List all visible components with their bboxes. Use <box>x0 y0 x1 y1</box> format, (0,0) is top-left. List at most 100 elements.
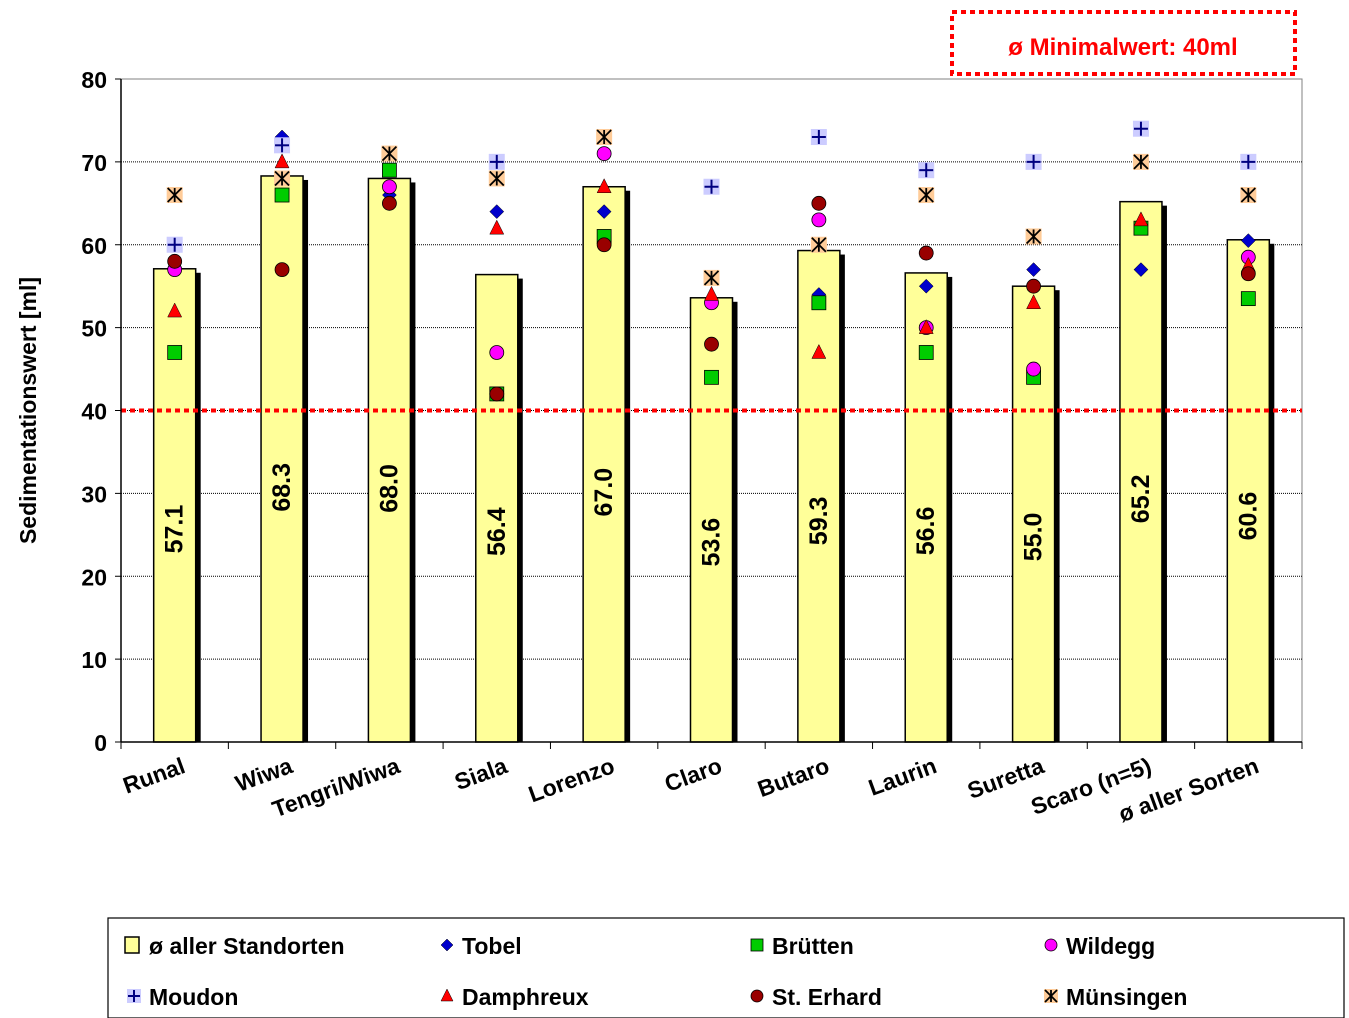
marker-st-erhard <box>489 386 505 402</box>
marker-m-nsingen <box>703 269 720 286</box>
marker-m-nsingen <box>810 236 827 253</box>
legend-label: St. Erhard <box>772 984 882 1010</box>
bar <box>582 185 626 743</box>
y-axis-title: Sedimentationswert [ml] <box>15 277 41 544</box>
bar <box>1119 200 1163 743</box>
legend-item: Moudon <box>127 984 238 1010</box>
legend-marker <box>750 989 764 1003</box>
x-tick-label: Lorenzo <box>525 752 618 807</box>
annotation-text: ø Minimalwert: 40ml <box>1008 34 1237 61</box>
marker-damphreux <box>489 219 505 235</box>
bar-value-label: 68.3 <box>268 463 296 512</box>
marker-m-nsingen <box>1025 228 1042 245</box>
bar-value-label: 65.2 <box>1127 475 1155 524</box>
marker-wildegg <box>596 146 612 161</box>
legend-marker <box>1044 989 1058 1003</box>
marker-moudon <box>703 178 720 195</box>
y-tick-label: 30 <box>81 481 107 507</box>
marker-br-tten <box>918 345 934 360</box>
legend-item: Tobel <box>440 933 522 959</box>
marker-damphreux <box>918 319 934 334</box>
legend-marker <box>440 988 454 1002</box>
bar <box>797 249 841 743</box>
marker-br-tten <box>167 345 183 360</box>
legend-marker <box>127 989 141 1003</box>
x-tick-label: Laurin <box>865 752 940 800</box>
y-tick-label: 60 <box>81 233 107 259</box>
marker-st-erhard <box>918 245 934 261</box>
marker-moudon <box>918 162 935 179</box>
marker-st-erhard <box>704 336 719 352</box>
y-tick-label: 50 <box>81 316 107 342</box>
legend-item: St. Erhard <box>750 984 882 1010</box>
marker-m-nsingen <box>274 170 291 187</box>
legend-label: Münsingen <box>1066 984 1187 1010</box>
x-tick-label: Siala <box>451 752 511 795</box>
bar <box>1226 239 1271 743</box>
marker-damphreux <box>274 153 290 169</box>
marker-br-tten <box>382 162 397 178</box>
marker-damphreux <box>596 178 612 193</box>
legend-item: Wildegg <box>1044 933 1155 959</box>
marker-damphreux <box>167 302 183 318</box>
marker-st-erhard <box>274 262 290 278</box>
marker-moudon <box>810 129 827 146</box>
y-tick-label: 0 <box>94 730 107 756</box>
marker-br-tten <box>274 187 290 203</box>
x-tick-label: Wiwa <box>232 752 296 797</box>
bar-value-label: 56.6 <box>912 507 940 556</box>
marker-m-nsingen <box>488 170 505 187</box>
legend-label: Moudon <box>149 984 238 1010</box>
marker-st-erhard <box>811 195 827 211</box>
legend-item: Brütten <box>750 933 854 959</box>
marker-m-nsingen <box>1240 187 1257 204</box>
legend-swatch <box>124 936 140 954</box>
x-tick-label: Claro <box>661 752 725 797</box>
marker-damphreux <box>704 285 719 301</box>
marker-st-erhard <box>382 195 397 211</box>
bar-value-label: 60.6 <box>1234 492 1262 541</box>
marker-m-nsingen <box>381 145 398 162</box>
marker-damphreux <box>1133 211 1149 227</box>
legend-frame <box>107 917 1345 1018</box>
marker-wildegg <box>489 345 505 360</box>
marker-tobel <box>1133 262 1149 277</box>
marker-st-erhard <box>596 237 612 253</box>
legend-label: Damphreux <box>462 984 589 1010</box>
legend-item: Damphreux <box>440 984 589 1010</box>
y-tick-label: 40 <box>81 399 107 425</box>
bar-value-label: 59.3 <box>805 497 833 546</box>
marker-wildegg <box>811 212 827 228</box>
bar-value-label: 57.1 <box>161 505 189 554</box>
marker-m-nsingen <box>596 129 613 146</box>
marker-damphreux <box>1026 294 1041 310</box>
legend-label: Wildegg <box>1066 933 1155 959</box>
legend-label: Tobel <box>462 933 522 959</box>
marker-m-nsingen <box>918 187 935 204</box>
marker-st-erhard <box>1026 278 1041 294</box>
marker-moudon <box>1025 153 1042 170</box>
legend-marker <box>750 938 764 952</box>
marker-wildegg <box>1026 361 1041 377</box>
legend: ø aller Standorten Tobel Brütten Wildegg Mou… <box>107 917 1345 1018</box>
x-tick-label: Runal <box>119 752 188 798</box>
marker-br-tten <box>1240 291 1256 307</box>
marker-st-erhard <box>1240 266 1256 282</box>
marker-br-tten <box>811 295 827 311</box>
y-tick-label: 70 <box>81 150 107 176</box>
bar <box>260 175 304 743</box>
y-tick-label: 80 <box>81 67 107 93</box>
marker-damphreux <box>811 343 827 359</box>
marker-st-erhard <box>167 253 183 269</box>
marker-moudon <box>1240 153 1257 170</box>
marker-br-tten <box>704 369 719 385</box>
legend-marker <box>1044 938 1058 952</box>
legend-item: ø aller Standorten <box>124 933 345 959</box>
marker-wildegg <box>382 179 397 195</box>
legend-item: Münsingen <box>1044 984 1187 1010</box>
marker-tobel <box>1240 233 1256 248</box>
bar <box>367 177 412 743</box>
bar-value-label: 67.0 <box>590 468 618 517</box>
